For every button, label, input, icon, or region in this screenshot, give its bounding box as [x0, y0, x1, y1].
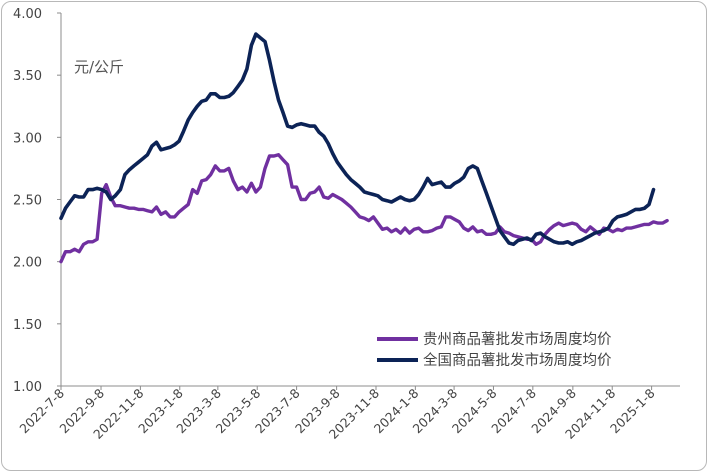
series-lines: [59, 32, 669, 264]
series-line-guizhou: [59, 153, 669, 264]
y-tick-label: 2.50: [13, 194, 42, 209]
y-tick-label: 2.00: [13, 256, 42, 271]
y-tick-label: 3.00: [13, 131, 42, 146]
y-tick-label: 3.50: [13, 69, 42, 84]
y-tick-label: 4.00: [13, 7, 42, 22]
legend-label-national: 全国商品薯批发市场周度均价: [423, 351, 612, 369]
x-axis-ticks: 2022-7-82022-9-82022-11-82023-1-82023-3-…: [16, 385, 657, 441]
unit-label: 元/公斤: [74, 58, 124, 76]
y-tick-label: 1.00: [13, 380, 42, 395]
y-tick-label: 1.50: [13, 318, 42, 333]
y-axis-ticks: 1.00 1.50 2.00 2.50 3.00 3.50 4.00: [13, 7, 61, 395]
legend-label-guizhou: 贵州商品薯批发市场周度均价: [423, 331, 612, 348]
legend: 贵州商品薯批发市场周度均价 全国商品薯批发市场周度均价: [377, 331, 612, 369]
axes: [60, 13, 680, 387]
series-line-national: [59, 32, 656, 247]
